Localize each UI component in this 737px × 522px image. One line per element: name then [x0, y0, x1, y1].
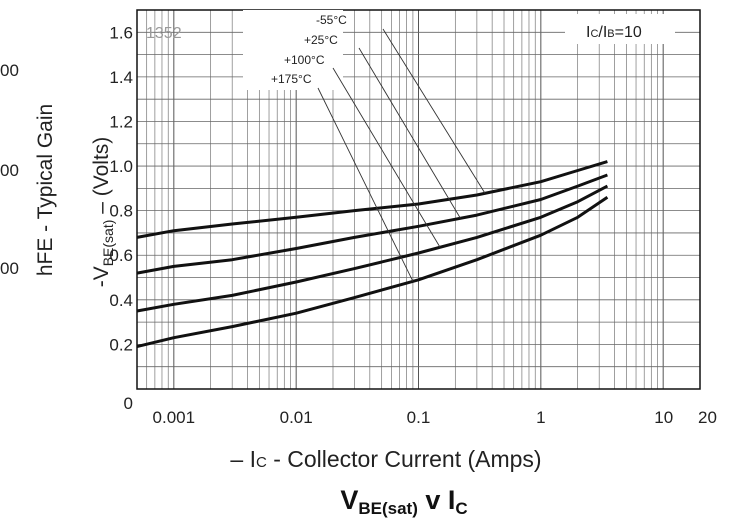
background-tick-label: 00 [0, 259, 19, 278]
curve-label-plus175: +175°C [271, 72, 312, 86]
ic-ib-annotation-text: IC/IB=10 [586, 24, 642, 41]
plot-area: 0 0.2 0.4 0.6 0.8 1.0 1.2 1.4 1.6 0.001 0.01 0.1 1 1… [109, 9, 717, 427]
curve-label-pointer [382, 28, 486, 194]
plot-frame [136, 9, 701, 390]
y-tick-labels: 0 0.2 0.4 0.6 0.8 1.0 1.2 1.4 1.6 [109, 23, 133, 413]
x-tick-label: 10 [654, 408, 673, 427]
y-tick-label: 1.0 [109, 157, 133, 176]
y-tick-label: 0.6 [109, 246, 133, 265]
y-tick-label: 1.6 [109, 23, 133, 42]
curve-label-pointer [332, 67, 441, 248]
x-tick-label: 0.1 [407, 408, 431, 427]
y-tick-label: 0.2 [109, 335, 133, 354]
background-chart-fragment: 00 00 00 hFE - Typical Gain [0, 61, 57, 278]
y-tick-label: 0.4 [109, 291, 133, 310]
curve-label-box-bg [243, 10, 343, 90]
y-tick-label: 0.8 [109, 202, 133, 221]
series-group [136, 160, 609, 349]
curve-label-minus55: -55°C [316, 13, 347, 27]
y-axis-label: -VBE(sat) – (Volts) [90, 137, 116, 288]
curve-label-pointer [317, 87, 414, 282]
y-tick-label: 1.2 [109, 112, 133, 131]
grid [136, 10, 701, 389]
ic-ib-annotation-bg [565, 14, 675, 44]
watermark-text: 1352 [146, 25, 182, 42]
curve-label-plus100: +100°C [284, 53, 325, 67]
ic-ib-annotation: IC/IB=10 [565, 14, 675, 44]
chart-title: VBE(sat) v IC [340, 485, 467, 518]
series-line-4 [136, 196, 609, 349]
x-tick-labels: 0.001 0.01 0.1 1 10 20 [153, 408, 717, 427]
curve-label-pointer [358, 47, 461, 219]
x-axis-label: – IC - Collector Current (Amps) [230, 446, 541, 472]
background-tick-label: 00 [0, 61, 19, 80]
curve-label-box: -55°C +25°C +100°C +175°C [243, 10, 486, 282]
series-line-3 [136, 184, 609, 313]
background-tick-label: 00 [0, 161, 19, 180]
series-line-2 [136, 173, 608, 275]
curve-label-plus25: +25°C [304, 33, 338, 47]
y-tick-label: 0 [124, 394, 133, 413]
x-tick-label: 20 [698, 408, 717, 427]
y-tick-label: 1.4 [109, 68, 133, 87]
x-tick-label: 1 [536, 408, 545, 427]
background-y-axis-label: hFE - Typical Gain [34, 104, 57, 276]
series-line-1 [136, 160, 608, 239]
x-tick-label: 0.001 [153, 408, 196, 427]
curve-label-pointers [317, 28, 486, 282]
x-tick-label: 0.01 [280, 408, 313, 427]
